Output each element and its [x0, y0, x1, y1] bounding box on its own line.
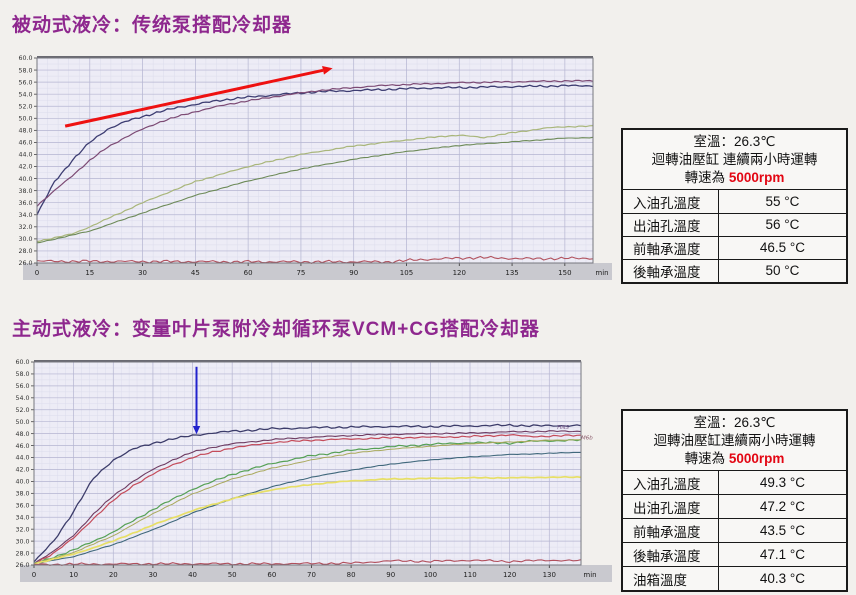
svg-text:54.0: 54.0 [15, 395, 29, 402]
svg-text:36.0: 36.0 [15, 502, 29, 509]
run-condition-line: 迴轉油壓缸連續兩小時運轉 [653, 432, 816, 448]
svg-text:40.0: 40.0 [15, 479, 29, 486]
table-header: 室溫：26.3℃ 迴轉油壓缸連續兩小時運轉 轉速為 5000rpm [623, 411, 846, 472]
passive-cooling-line-chart: 26.0 28.0 30.0 32.0 34.0 36.0 38.0 40.0 42.0 44.0… [18, 55, 612, 280]
svg-text:50: 50 [228, 571, 237, 579]
svg-text:36.0: 36.0 [18, 200, 32, 207]
svg-text:50.0: 50.0 [15, 419, 29, 426]
svg-text:46.0: 46.0 [15, 443, 29, 450]
table-row: 後軸承溫度 50 °C [623, 259, 846, 282]
svg-text:60: 60 [244, 269, 253, 277]
table-row: 後軸承溫度 47.1 °C [623, 543, 846, 568]
svg-text:30: 30 [148, 571, 157, 579]
svg-text:26.0: 26.0 [18, 260, 32, 267]
svg-text:20: 20 [109, 571, 118, 579]
svg-text:44.0: 44.0 [15, 455, 29, 462]
svg-text:54.0: 54.0 [18, 91, 32, 98]
svg-text:15: 15 [85, 269, 94, 277]
svg-text:60: 60 [267, 571, 276, 579]
active-cooling-line-chart: 26.0 28.0 30.0 32.0 34.0 36.0 38.0 40.0 42.0 44.0… [15, 359, 612, 582]
svg-text:30.0: 30.0 [18, 236, 32, 243]
svg-text:0: 0 [32, 571, 36, 579]
svg-text:48.0: 48.0 [18, 128, 32, 135]
svg-text:80: 80 [347, 571, 356, 579]
svg-text:48.0: 48.0 [15, 431, 29, 438]
svg-text:100: 100 [424, 571, 437, 579]
table-row: 入油孔溫度 55 °C [623, 190, 846, 214]
svg-text:40.0: 40.0 [18, 176, 32, 183]
svg-text:75: 75 [296, 269, 305, 277]
svg-text:150: 150 [558, 269, 571, 277]
table-row: 出油孔溫度 47.2 °C [623, 495, 846, 520]
temperature-table-passive: 室溫：26.3℃ 迴轉油壓缸 連續兩小時運轉 轉速為 5000rpm 入油孔溫度… [621, 128, 848, 284]
speed-line: 轉速為 5000rpm [684, 450, 785, 466]
rpm-value: 5000rpm [728, 169, 785, 185]
svg-text:52.0: 52.0 [15, 407, 29, 414]
svg-text:0: 0 [35, 269, 39, 277]
svg-text:90: 90 [386, 571, 395, 579]
svg-text:32.0: 32.0 [15, 526, 29, 533]
svg-text:28.0: 28.0 [18, 248, 32, 255]
svg-text:70: 70 [307, 571, 316, 579]
section-title-passive-cooling: 被动式液冷：传统泵搭配冷却器 [12, 15, 293, 36]
svg-text:46.0: 46.0 [18, 140, 32, 147]
svg-text:60.0: 60.0 [18, 55, 32, 62]
svg-text:120: 120 [503, 571, 516, 579]
svg-text:28.0: 28.0 [15, 550, 29, 557]
svg-text:44.0: 44.0 [18, 152, 32, 159]
speed-line: 轉速為 5000rpm [684, 169, 785, 185]
svg-text:45: 45 [191, 269, 200, 277]
table-row: 出油孔溫度 56 °C [623, 213, 846, 237]
section-title-active-cooling: 主动式液冷：变量叶片泵附冷却循环泵VCM+CG搭配冷却器 [12, 319, 540, 340]
svg-text:10: 10 [69, 571, 78, 579]
svg-text:58.0: 58.0 [15, 371, 29, 378]
svg-text:40: 40 [188, 571, 197, 579]
svg-text:56.0: 56.0 [15, 383, 29, 390]
room-temp-line: 室溫：26.3℃ [693, 134, 776, 149]
table-row: 前軸承溫度 43.5 °C [623, 519, 846, 544]
rpm-value: 5000rpm [728, 450, 785, 466]
svg-text:30.0: 30.0 [15, 538, 29, 545]
svg-text:56.0: 56.0 [18, 79, 32, 86]
svg-text:42.0: 42.0 [18, 164, 32, 171]
svg-text:50.0: 50.0 [18, 115, 32, 122]
table-header: 室溫：26.3℃ 迴轉油壓缸 連續兩小時運轉 轉速為 5000rpm [623, 130, 846, 191]
svg-text:58.0: 58.0 [18, 67, 32, 74]
svg-text:min: min [595, 269, 608, 277]
svg-text:26.0: 26.0 [15, 562, 29, 569]
table-row: 入油孔溫度 49.3 °C [623, 471, 846, 496]
run-condition-line: 迴轉油壓缸 連續兩小時運轉 [651, 151, 818, 167]
svg-text:90: 90 [349, 269, 358, 277]
svg-text:52.0: 52.0 [18, 103, 32, 110]
room-temp-line: 室溫：26.3℃ [693, 415, 776, 430]
svg-text:34.0: 34.0 [15, 514, 29, 521]
temperature-table-active: 室溫：26.3℃ 迴轉油壓缸連續兩小時運轉 轉速為 5000rpm 入油孔溫度 … [621, 409, 848, 592]
svg-text:30: 30 [138, 269, 147, 277]
table-row: 油箱溫度 40.3 °C [623, 567, 846, 590]
svg-text:32.0: 32.0 [18, 224, 32, 231]
svg-text:M6b: M6b [581, 436, 593, 442]
svg-text:38.0: 38.0 [15, 491, 29, 498]
svg-text:135: 135 [505, 269, 518, 277]
svg-text:120: 120 [453, 269, 466, 277]
svg-text:34.0: 34.0 [18, 212, 32, 219]
svg-text:min: min [583, 571, 596, 579]
svg-text:38.0: 38.0 [18, 188, 32, 195]
svg-text:105: 105 [400, 269, 413, 277]
table-row: 前軸承溫度 46.5 °C [623, 236, 846, 260]
svg-text:42.0: 42.0 [15, 467, 29, 474]
chart-passive-cooling: 26.0 28.0 30.0 32.0 34.0 36.0 38.0 40.0 42.0 44.0… [16, 54, 612, 289]
chart-active-cooling: 26.0 28.0 30.0 32.0 34.0 36.0 38.0 40.0 42.0 44.0… [12, 352, 612, 591]
svg-text:HNS: HNS [557, 425, 569, 431]
svg-text:130: 130 [543, 571, 556, 579]
svg-text:60.0: 60.0 [15, 359, 29, 366]
svg-text:110: 110 [463, 571, 476, 579]
